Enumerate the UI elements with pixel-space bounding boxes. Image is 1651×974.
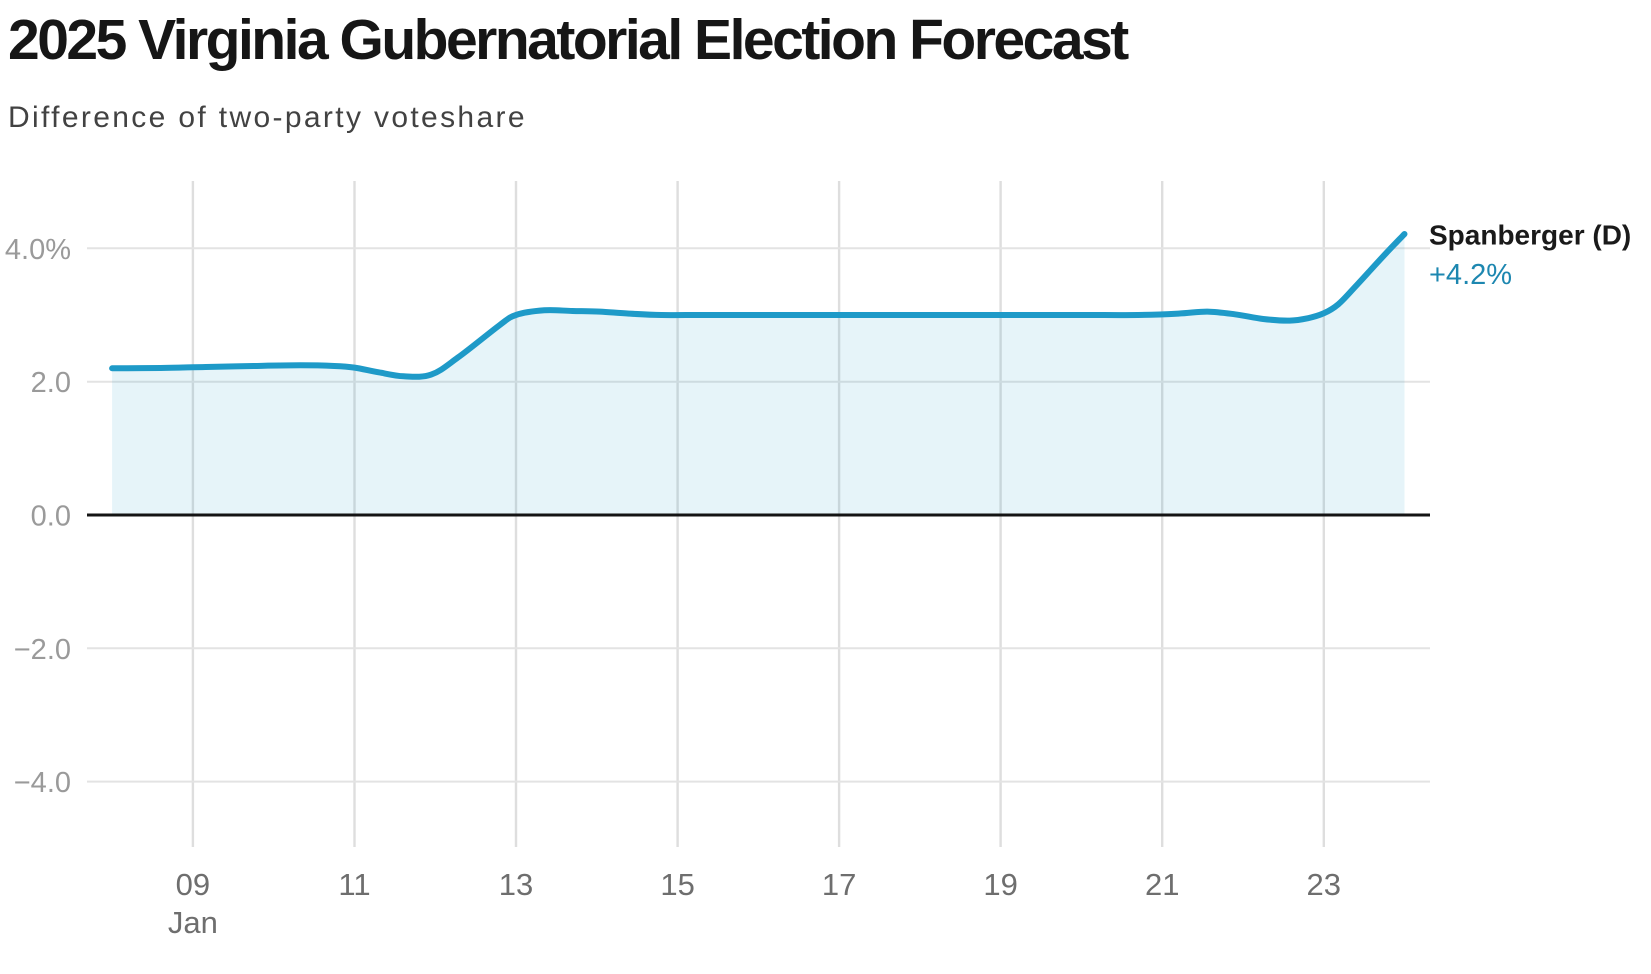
svg-text:21: 21 [1145, 867, 1179, 902]
svg-text:2025 Virginia Gubernatorial El: 2025 Virginia Gubernatorial Election For… [8, 8, 1129, 72]
svg-text:−2.0: −2.0 [14, 634, 71, 666]
svg-text:13: 13 [499, 867, 533, 902]
svg-text:Jan: Jan [168, 905, 218, 940]
svg-text:17: 17 [822, 867, 856, 902]
svg-text:09: 09 [176, 867, 210, 902]
svg-text:2.0: 2.0 [31, 367, 71, 399]
svg-text:4.0%: 4.0% [5, 234, 71, 266]
svg-text:Difference of two-party votesh: Difference of two-party voteshare [8, 101, 527, 134]
svg-text:15: 15 [660, 867, 694, 902]
svg-text:19: 19 [983, 867, 1017, 902]
svg-text:11: 11 [338, 867, 370, 902]
svg-text:Spanberger (D): Spanberger (D) [1429, 220, 1631, 251]
svg-text:+4.2%: +4.2% [1429, 259, 1512, 291]
svg-text:23: 23 [1307, 867, 1341, 902]
svg-text:0.0: 0.0 [31, 501, 71, 533]
svg-text:−4.0: −4.0 [14, 767, 71, 799]
